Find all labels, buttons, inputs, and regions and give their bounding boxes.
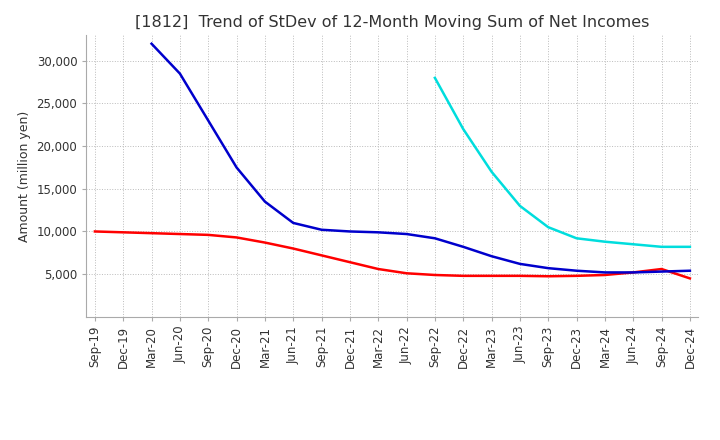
7 Years <box>487 169 496 174</box>
3 Years <box>204 232 212 238</box>
7 Years <box>516 203 524 209</box>
3 Years <box>629 270 637 275</box>
3 Years <box>289 246 297 251</box>
Y-axis label: Amount (million yen): Amount (million yen) <box>18 110 31 242</box>
5 Years <box>374 230 382 235</box>
7 Years <box>600 239 609 244</box>
3 Years <box>346 260 354 265</box>
5 Years <box>487 253 496 259</box>
3 Years <box>402 271 411 276</box>
5 Years <box>459 244 467 249</box>
3 Years <box>516 273 524 279</box>
5 Years <box>544 265 552 271</box>
Line: 5 Years: 5 Years <box>152 44 690 272</box>
7 Years <box>431 75 439 81</box>
5 Years <box>318 227 326 232</box>
3 Years <box>600 272 609 278</box>
3 Years <box>572 273 581 279</box>
5 Years <box>233 165 241 170</box>
3 Years <box>544 274 552 279</box>
3 Years <box>176 231 184 237</box>
3 Years <box>233 235 241 240</box>
5 Years <box>261 199 269 204</box>
5 Years <box>431 236 439 241</box>
3 Years <box>148 231 156 236</box>
Title: [1812]  Trend of StDev of 12-Month Moving Sum of Net Incomes: [1812] Trend of StDev of 12-Month Moving… <box>135 15 649 30</box>
3 Years <box>261 240 269 245</box>
5 Years <box>685 268 694 273</box>
3 Years <box>487 273 496 279</box>
5 Years <box>402 231 411 237</box>
7 Years <box>685 244 694 249</box>
Line: 3 Years: 3 Years <box>95 231 690 279</box>
5 Years <box>600 270 609 275</box>
7 Years <box>657 244 666 249</box>
3 Years <box>459 273 467 279</box>
5 Years <box>657 269 666 274</box>
3 Years <box>685 276 694 281</box>
7 Years <box>629 242 637 247</box>
3 Years <box>318 253 326 258</box>
Line: 7 Years: 7 Years <box>435 78 690 247</box>
3 Years <box>374 266 382 271</box>
5 Years <box>289 220 297 226</box>
7 Years <box>572 236 581 241</box>
5 Years <box>516 261 524 267</box>
5 Years <box>572 268 581 273</box>
5 Years <box>204 118 212 123</box>
5 Years <box>176 71 184 76</box>
3 Years <box>119 230 127 235</box>
5 Years <box>629 270 637 275</box>
3 Years <box>657 266 666 271</box>
7 Years <box>544 224 552 230</box>
3 Years <box>91 229 99 234</box>
3 Years <box>431 272 439 278</box>
5 Years <box>346 229 354 234</box>
7 Years <box>459 126 467 132</box>
5 Years <box>148 41 156 46</box>
